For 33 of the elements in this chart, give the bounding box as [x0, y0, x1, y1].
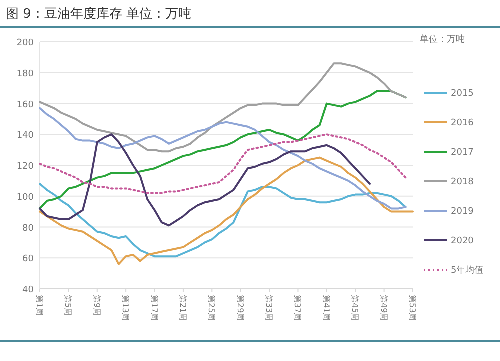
x-tick-label: 第45周	[350, 295, 360, 322]
y-tick-label: 200	[16, 38, 34, 48]
x-tick-label: 第1周	[35, 295, 44, 316]
legend-label: 2018	[451, 178, 474, 188]
plot: 40 60 80 100 120 140 160 180 200 第1周 第5周 第9周 第13周 第17周 第21周 第25周 第29周 第33周 第37周 第41周 第45周 第49周 第53周	[16, 38, 417, 322]
legend-label: 2017	[451, 148, 474, 158]
x-tick-label: 第9周	[92, 295, 102, 316]
x-tick-label: 第41周	[322, 295, 331, 322]
y-tick-label: 160	[16, 100, 34, 110]
legend-label: 2016	[451, 118, 474, 128]
y-tick-label: 140	[16, 131, 34, 142]
y-tick-label: 60	[22, 254, 34, 265]
text: 单位：万吨	[420, 34, 465, 45]
y-tick-label: 40	[22, 286, 34, 296]
legend-label: 5年均值	[451, 265, 484, 276]
x-tick-label: 第33周	[264, 295, 274, 322]
x-tick-label: 第5周	[64, 295, 73, 316]
x-tick-label: 第29周	[236, 295, 245, 322]
x-tick-label: 第17周	[150, 295, 159, 322]
legend-label: 2020	[451, 236, 474, 246]
title: 图 9：豆油年度库存 单位：万吨	[6, 7, 192, 22]
y-tick-label: 120	[16, 162, 34, 172]
x-tick-label: 第53周	[408, 295, 417, 322]
x-tick-label: 第49周	[379, 295, 388, 322]
x-tick-label: 第21周	[178, 295, 188, 322]
legend-label: 2019	[451, 207, 474, 217]
y-tick-label: 180	[16, 69, 34, 80]
y-tick-label: 80	[22, 224, 34, 234]
y-tick-label: 100	[16, 192, 34, 203]
x-tick-label: 第37周	[293, 295, 302, 322]
x-tick-label: 第13周	[121, 295, 130, 322]
x-tick-label: 第25周	[207, 295, 216, 322]
legend-label: 2015	[451, 89, 474, 99]
